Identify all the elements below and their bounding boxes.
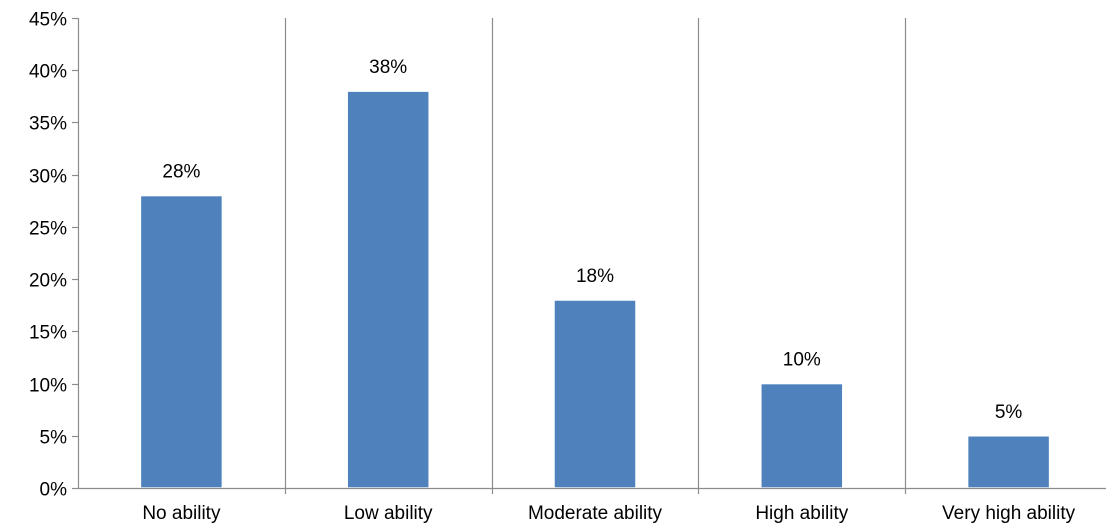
y-tick-label: 0% bbox=[40, 480, 68, 501]
category-label: No ability bbox=[142, 503, 221, 524]
y-tick-label: 35% bbox=[29, 114, 67, 135]
data-label: 5% bbox=[995, 402, 1023, 423]
data-labels: 28% 38% 18% 10% 5% bbox=[162, 57, 1022, 423]
data-label: 28% bbox=[162, 162, 200, 183]
category-separators bbox=[284, 18, 907, 494]
axes bbox=[77, 18, 1106, 490]
bar bbox=[966, 435, 1051, 489]
bar bbox=[139, 194, 224, 489]
bar bbox=[760, 382, 844, 489]
y-tick-label: 20% bbox=[29, 271, 67, 292]
category-label: High ability bbox=[755, 503, 848, 524]
y-tick-label: 10% bbox=[29, 376, 67, 397]
y-tick-label: 15% bbox=[29, 323, 67, 344]
data-label: 10% bbox=[783, 350, 821, 371]
bar bbox=[346, 90, 430, 489]
y-tick-label: 45% bbox=[29, 10, 67, 31]
y-axis-ticks: 0% 5% 10% 15% 20% 25% 30% 35% 40% 45% bbox=[29, 10, 78, 501]
category-label: Low ability bbox=[344, 503, 433, 524]
category-labels: No ability Low ability Moderate ability Hig… bbox=[142, 503, 1075, 524]
y-tick-label: 25% bbox=[29, 219, 67, 240]
data-label: 38% bbox=[369, 57, 407, 78]
bar bbox=[553, 299, 637, 489]
category-label: Moderate ability bbox=[528, 503, 663, 524]
category-label: Very high ability bbox=[942, 503, 1076, 524]
data-label: 18% bbox=[576, 266, 614, 287]
bars bbox=[139, 90, 1051, 489]
y-tick-label: 5% bbox=[40, 428, 68, 449]
y-tick-label: 40% bbox=[29, 62, 67, 83]
y-tick-label: 30% bbox=[29, 167, 67, 188]
